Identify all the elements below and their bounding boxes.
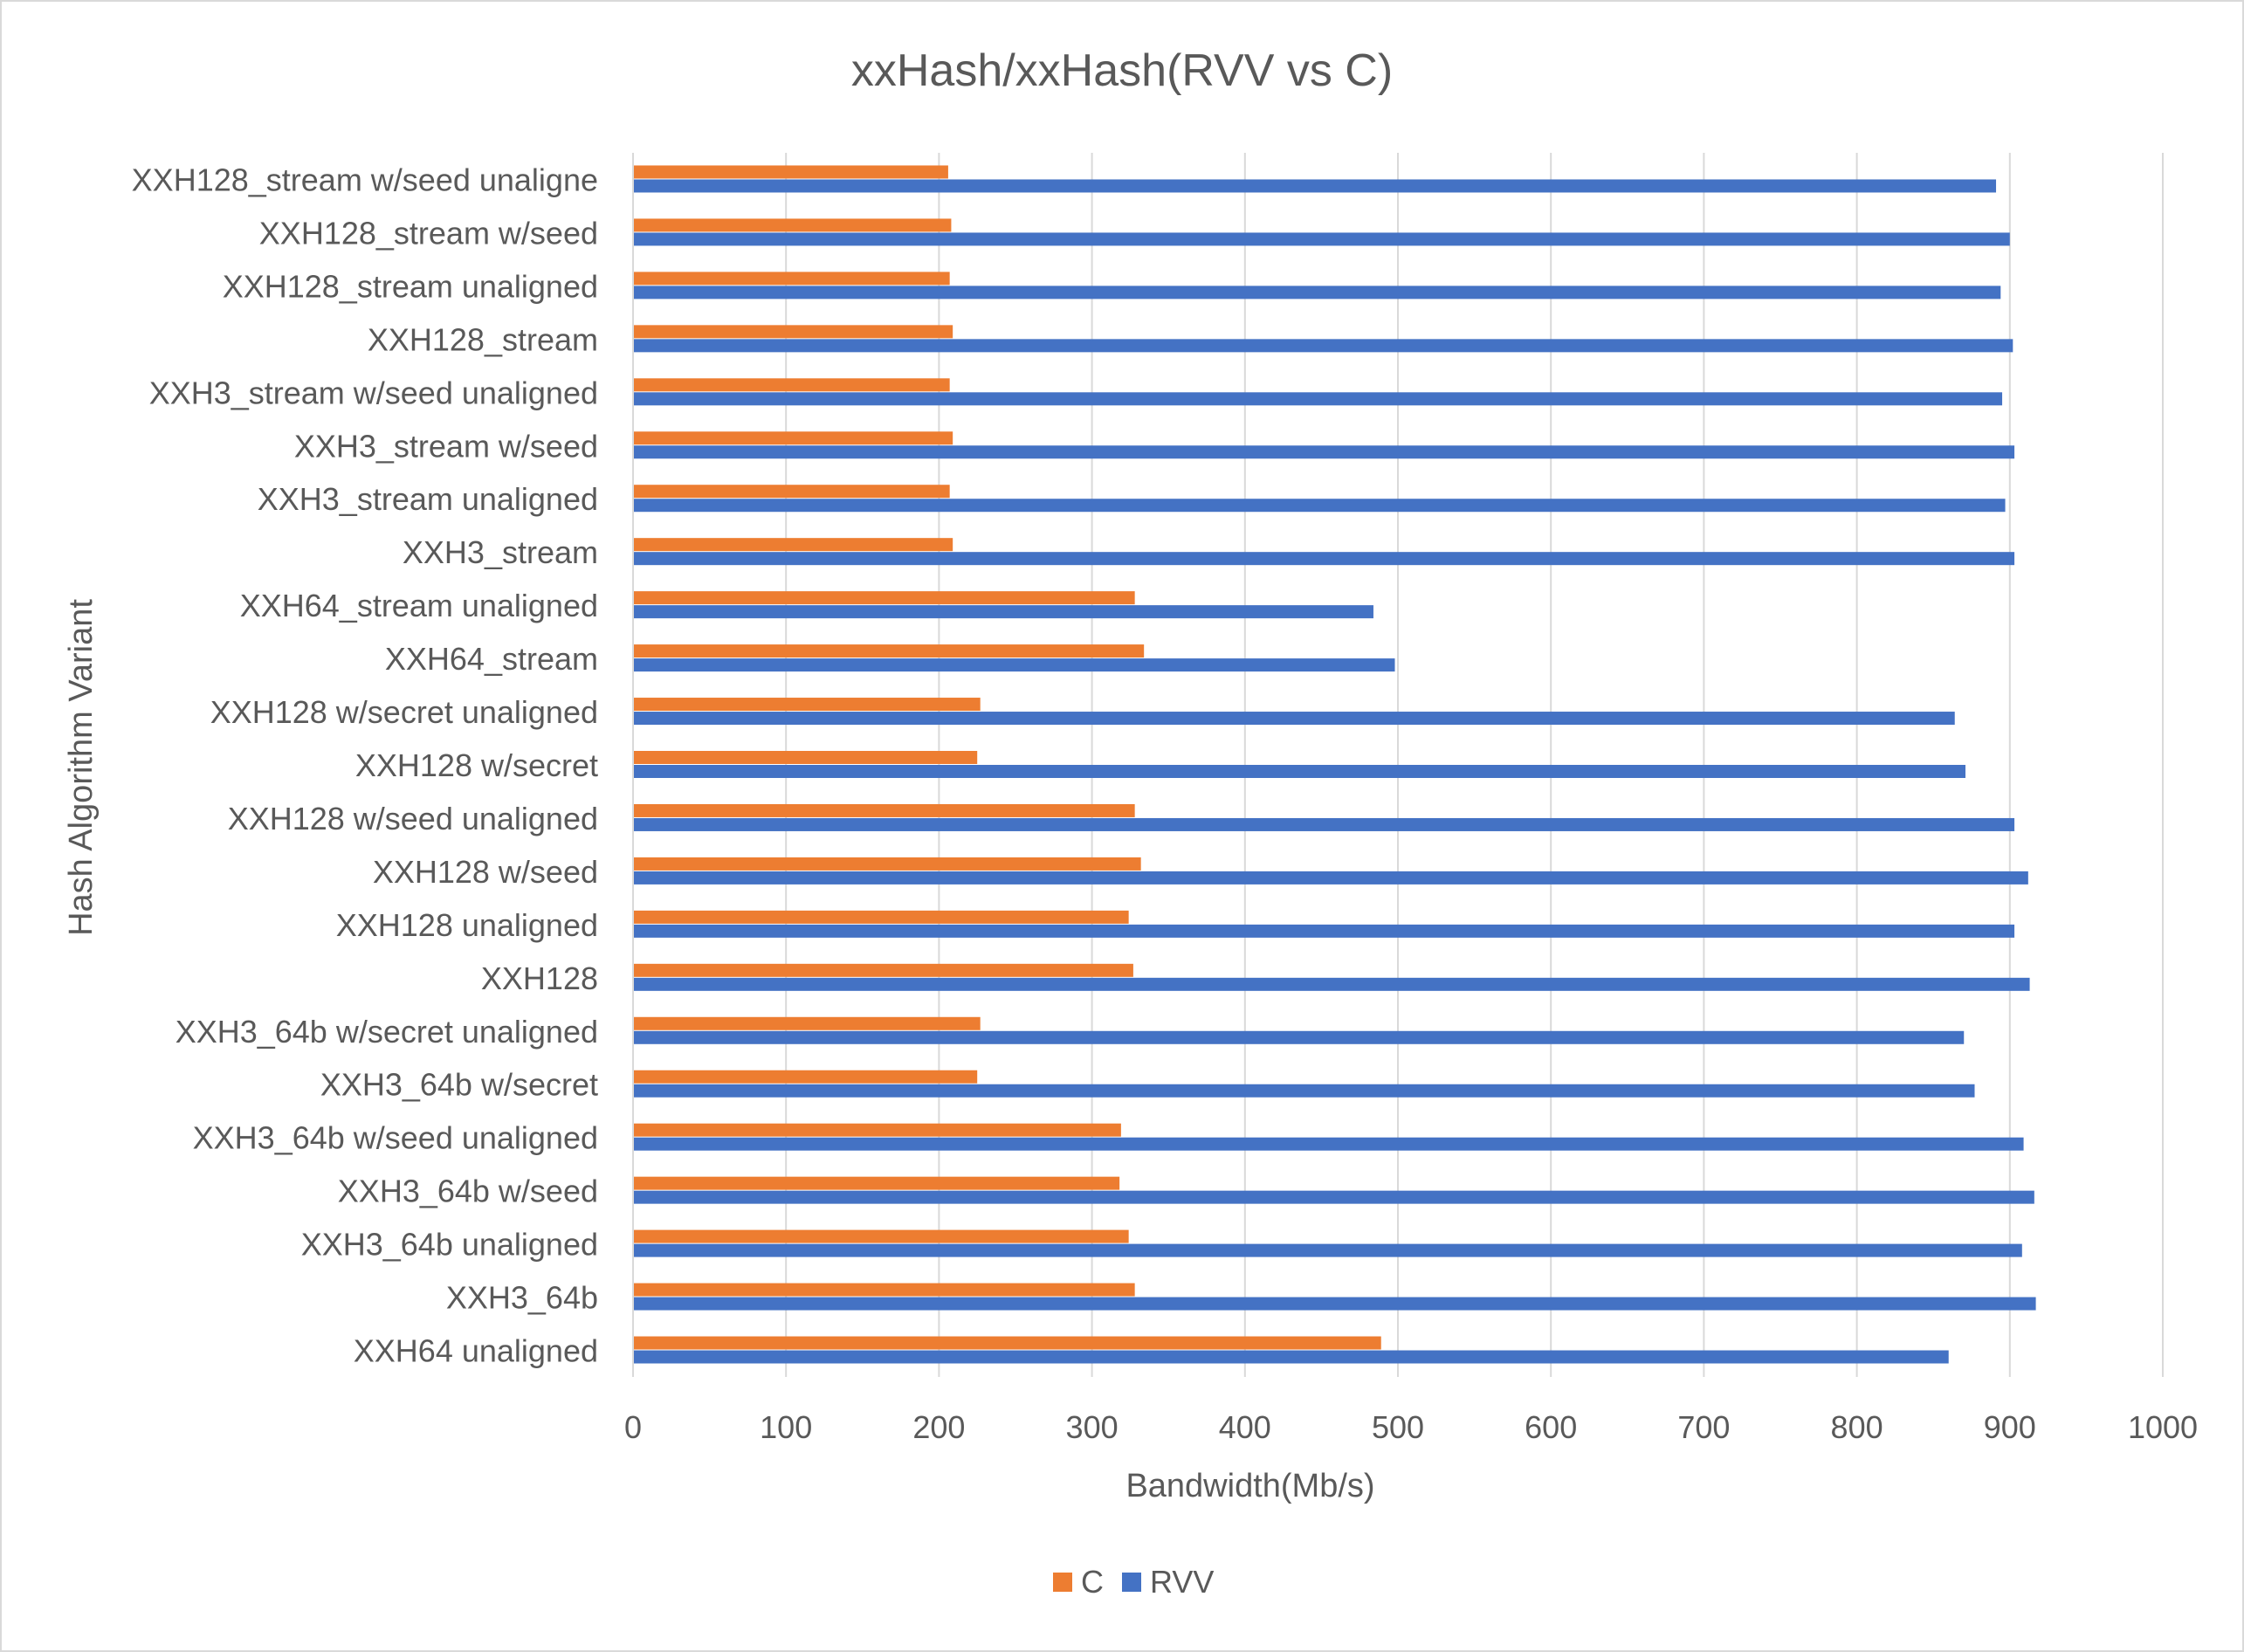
bar-rvv xyxy=(633,179,1997,193)
x-axis-title: Bandwidth(Mb/s) xyxy=(1125,1468,1374,1504)
bar-rvv xyxy=(633,1297,2036,1311)
x-tick-label: 900 xyxy=(1984,1409,2036,1445)
category-label: XXH128_stream w/seed xyxy=(259,215,598,251)
bar-rvv xyxy=(633,1084,1975,1098)
bar-c xyxy=(633,165,948,179)
x-tick-labels: 0 100 200 300 400 500 600 700 800 900 1000 xyxy=(624,1409,2198,1445)
category-label: XXH128_stream w/seed unaligne xyxy=(132,162,598,197)
category-label: XXH64_stream xyxy=(385,641,598,677)
bar-c xyxy=(633,698,981,712)
category-label: XXH3_64b w/secret xyxy=(320,1067,598,1103)
bar-rvv xyxy=(633,339,2013,353)
bar-rvv xyxy=(633,1137,2024,1151)
bar-c xyxy=(633,431,953,445)
category-label: XXH3_64b w/seed xyxy=(338,1174,598,1209)
bar-c xyxy=(633,325,953,339)
legend-swatch-c xyxy=(1053,1573,1072,1592)
bar-c xyxy=(633,1229,1129,1243)
category-label: XXH64 unaligned xyxy=(354,1333,598,1369)
bar-c xyxy=(633,963,1133,977)
x-tick-label: 1000 xyxy=(2128,1409,2198,1445)
x-tick-label: 600 xyxy=(1525,1409,1577,1445)
bar-c xyxy=(633,857,1141,871)
category-label: XXH3_stream w/seed xyxy=(294,428,598,464)
bar-rvv xyxy=(633,765,1965,778)
bar-rvv xyxy=(633,499,2006,513)
category-label: XXH128_stream unaligned xyxy=(223,268,598,304)
bar-rvv xyxy=(633,977,2030,991)
category-label: XXH3_64b w/seed unaligned xyxy=(193,1120,598,1156)
bar-rvv xyxy=(633,445,2015,459)
x-tick-label: 0 xyxy=(624,1409,642,1445)
bar-c xyxy=(633,378,950,392)
x-tick-label: 400 xyxy=(1219,1409,1271,1445)
category-label: XXH128 w/seed xyxy=(373,854,598,890)
bar-rvv xyxy=(633,1030,1965,1044)
bar-c xyxy=(633,751,978,764)
category-label: XXH128 w/seed unaligned xyxy=(228,801,598,836)
x-tick-label: 700 xyxy=(1677,1409,1730,1445)
bar-rvv xyxy=(633,392,2003,406)
bar-c xyxy=(633,1176,1120,1190)
x-tick-label: 100 xyxy=(760,1409,812,1445)
chart-title: xxHash/xxHash(RVV vs C) xyxy=(851,45,1393,96)
category-label: XXH128 unaligned xyxy=(336,907,598,943)
category-label: XXH3_stream unaligned xyxy=(258,481,598,517)
bar-rvv xyxy=(633,1190,2034,1204)
legend: C RVV xyxy=(1053,1564,1214,1600)
bar-c xyxy=(633,485,950,499)
category-label: XXH3_64b xyxy=(446,1280,598,1316)
category-label: XXH3_64b w/secret unaligned xyxy=(176,1014,598,1050)
bar-c xyxy=(633,1283,1135,1297)
bar-rvv xyxy=(633,1350,1949,1364)
y-axis-title: Hash Algorithm Variant xyxy=(63,599,100,936)
bar-rvv xyxy=(633,1243,2022,1257)
category-label: XXH3_64b unaligned xyxy=(301,1227,598,1263)
bar-c xyxy=(633,1336,1381,1350)
bar-rvv xyxy=(633,232,2010,246)
x-tick-label: 500 xyxy=(1372,1409,1424,1445)
bar-rvv xyxy=(633,871,2028,885)
category-label: XXH128 w/secret xyxy=(355,747,598,783)
x-tick-label: 300 xyxy=(1066,1409,1119,1445)
bar-c xyxy=(633,538,953,552)
category-label: XXH3_stream xyxy=(403,534,598,570)
bar-c xyxy=(633,644,1145,658)
bar-c xyxy=(633,591,1135,605)
category-label: XXH128 w/secret unaligned xyxy=(210,694,598,730)
legend-label-c: C xyxy=(1081,1564,1104,1600)
category-label: XXH3_stream w/seed unaligned xyxy=(149,375,598,410)
bar-rvv xyxy=(633,817,2015,831)
bar-c xyxy=(633,1016,981,1030)
legend-swatch-rvv xyxy=(1122,1573,1141,1592)
legend-label-rvv: RVV xyxy=(1150,1564,1214,1600)
bar-c xyxy=(633,272,950,286)
bar-c xyxy=(633,910,1129,924)
x-tick-label: 800 xyxy=(1831,1409,1883,1445)
bars xyxy=(633,165,2036,1364)
bar-rvv xyxy=(633,924,2015,938)
bar-rvv xyxy=(633,658,1395,672)
category-label: XXH64_stream unaligned xyxy=(240,588,598,623)
bar-rvv xyxy=(633,605,1373,619)
category-labels: XXH128_stream w/seed unaligne XXH128_stre… xyxy=(132,162,598,1368)
bar-rvv xyxy=(633,552,2015,566)
category-label: XXH128 xyxy=(481,960,598,996)
x-tick-label: 200 xyxy=(912,1409,965,1445)
bar-c xyxy=(633,1123,1121,1137)
bar-rvv xyxy=(633,712,1955,726)
bar-c xyxy=(633,218,952,232)
bar-c xyxy=(633,1070,978,1084)
bar-c xyxy=(633,803,1135,817)
category-label: XXH128_stream xyxy=(368,321,598,357)
bar-rvv xyxy=(633,286,2001,299)
